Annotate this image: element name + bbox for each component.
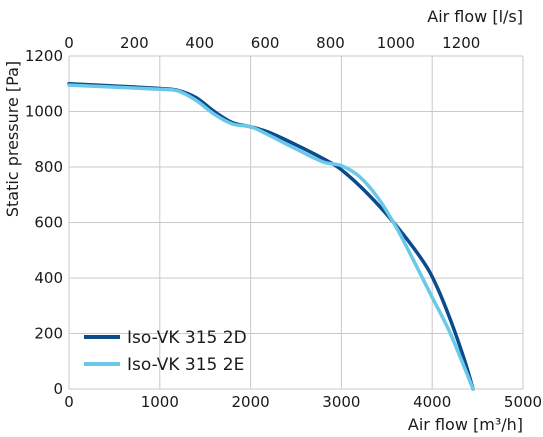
x-axis-title-top: Air flow [l/s] (427, 7, 523, 26)
legend: Iso-VK 315 2D Iso-VK 315 2E (84, 328, 247, 375)
grid (68, 55, 524, 390)
y-tick-label: 800 (34, 158, 63, 176)
x-tick-label-top: 800 (316, 34, 345, 52)
y-tick-label: 400 (34, 269, 63, 287)
x-tick-label-top: 1000 (377, 34, 415, 52)
x-tick-label-bottom: 5000 (504, 393, 542, 411)
x-tick-label-bottom: 4000 (413, 393, 451, 411)
x-tick-label-bottom: 2000 (232, 393, 270, 411)
y-tick-label: 0 (53, 380, 63, 398)
y-tick-label: 1000 (25, 103, 63, 121)
series-lines (67, 82, 475, 391)
x-tick-label-top: 600 (251, 34, 280, 52)
x-axis-title-bottom: Air flow [m³/h] (408, 415, 523, 434)
y-tick-label: 600 (34, 214, 63, 232)
x-tick-label-top: 1200 (442, 34, 480, 52)
legend-label-1: Iso-VK 315 2E (127, 355, 244, 375)
y-axis-title: Static pressure [Pa] (3, 61, 22, 217)
x-tick-label-bottom: 1000 (141, 393, 179, 411)
y-tick-label: 200 (34, 325, 63, 343)
x-tick-label-top: 200 (120, 34, 149, 52)
y-tick-label: 1200 (25, 47, 63, 65)
x-tick-label-bottom: 3000 (322, 393, 360, 411)
x-tick-label-top: 0 (64, 34, 74, 52)
x-tick-label-bottom: 0 (64, 393, 74, 411)
x-tick-label-top: 400 (185, 34, 214, 52)
legend-label-0: Iso-VK 315 2D (127, 328, 247, 348)
series-line-1 (67, 83, 475, 391)
